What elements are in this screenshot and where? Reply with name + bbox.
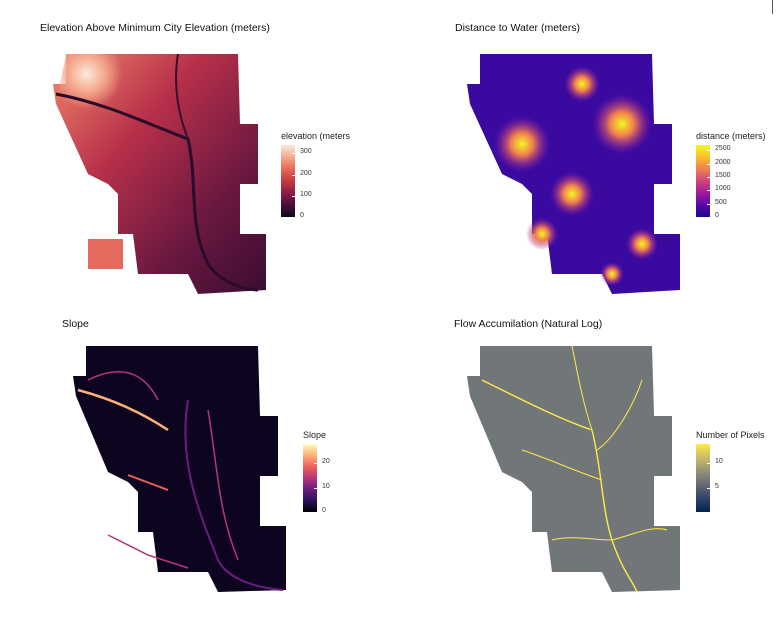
slope-legend-bar <box>303 444 317 512</box>
legend-tick-label: 2500 <box>715 145 731 153</box>
distance-hotspot <box>494 116 550 172</box>
flow-raster-texture <box>467 346 680 592</box>
legend-tick-label: 2000 <box>715 158 731 166</box>
distance-hotspot <box>564 66 600 102</box>
legend-tick-label: 0 <box>715 212 719 219</box>
flow-stream <box>611 528 668 541</box>
slope-ridge <box>77 388 169 432</box>
distance-hotspot <box>550 172 594 216</box>
flow-stream <box>596 379 643 451</box>
flow-raster <box>467 346 680 592</box>
legend-tick-label: 1500 <box>715 172 731 179</box>
elevation-river <box>55 92 259 292</box>
legend-tick-label: 10 <box>322 482 330 490</box>
distance-hotspot <box>626 228 658 260</box>
slope-ridge <box>87 370 159 401</box>
elevation-creek <box>175 53 189 140</box>
legend-tick-mark <box>707 163 710 165</box>
distance-legend-bar <box>696 145 710 217</box>
distance-map <box>467 54 680 294</box>
legend-tick-mark <box>292 153 295 155</box>
elevation-outlier-block <box>88 239 123 269</box>
slope-map <box>73 346 286 592</box>
flow-map <box>467 345 680 593</box>
distance-hotspot <box>600 262 624 286</box>
legend-tick-mark <box>292 195 295 197</box>
flow-stream <box>571 345 593 431</box>
slope-ridge <box>127 474 169 491</box>
flow-stream <box>521 449 603 481</box>
elevation-map <box>53 53 266 294</box>
legend-tick-label: 20 <box>322 458 330 466</box>
slope-legend-title: Slope <box>303 430 327 440</box>
window-edge <box>772 0 773 14</box>
distance-title: Distance to Water (meters) <box>455 22 581 34</box>
elevation-title: Elevation Above Minimum City Elevation (… <box>40 22 270 34</box>
legend-tick-mark <box>314 512 317 513</box>
legend-tick-label: 100 <box>300 190 312 198</box>
flow-title: Flow Accumilation (Natural Log) <box>454 318 603 330</box>
elevation-highland <box>56 54 158 154</box>
slope-ridge <box>207 409 239 561</box>
legend-tick-label: 0 <box>322 507 326 514</box>
legend-tick-label: 5 <box>715 482 719 490</box>
slope-ridge <box>184 399 284 591</box>
flow-legend-bar <box>696 444 710 512</box>
slope-ridge <box>107 534 189 569</box>
distance-hotspot <box>526 218 558 250</box>
legend-tick-label: 200 <box>300 169 312 177</box>
legend-tick-mark <box>707 487 710 489</box>
legend-tick-mark <box>292 174 295 176</box>
distance-legend-title: distance (meters) <box>696 131 766 141</box>
flow-stream <box>551 537 613 541</box>
legend-tick-mark <box>314 487 317 489</box>
legend-tick-mark <box>707 190 710 192</box>
legend-tick-mark <box>707 150 710 152</box>
legend-tick-mark <box>707 177 710 178</box>
flow-stream <box>481 379 638 593</box>
legend-tick-label: 300 <box>300 148 312 156</box>
legend-tick-mark <box>292 217 295 218</box>
flow-legend-title: Number of Pixels <box>696 430 765 440</box>
slope-raster <box>73 346 286 592</box>
slope-title: Slope <box>62 318 89 330</box>
legend-tick-mark <box>707 203 710 205</box>
legend-tick-mark <box>707 217 710 218</box>
legend-tick-label: 500 <box>715 198 727 206</box>
elevation-legend-title: elevation (meters <box>281 131 351 141</box>
distance-hotspot <box>592 94 652 154</box>
legend-tick-label: 10 <box>715 458 723 466</box>
legend-tick-label: 0 <box>300 212 304 219</box>
legend-tick-mark <box>314 463 317 465</box>
elevation-legend-bar <box>281 145 295 217</box>
legend-tick-label: 1000 <box>715 185 731 193</box>
legend-tick-mark <box>707 463 710 465</box>
